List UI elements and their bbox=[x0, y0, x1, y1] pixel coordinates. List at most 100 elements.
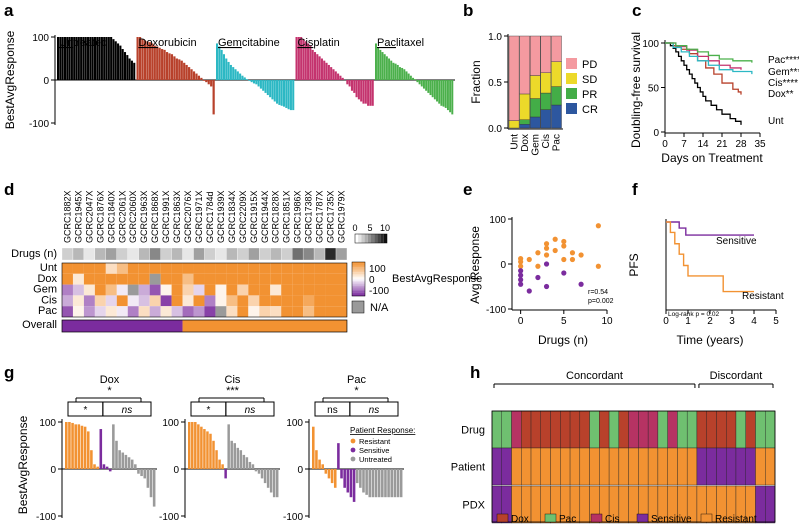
g-bar-untreated bbox=[134, 464, 137, 469]
g-y-axis-title: BestAvgResponse bbox=[16, 415, 30, 514]
d-heat-cell bbox=[193, 273, 205, 285]
a-bar-gemcitabine bbox=[225, 58, 228, 80]
d-heat-cell bbox=[292, 306, 304, 317]
d-heat-cell bbox=[248, 263, 260, 274]
d-column-label: GCRC1945X bbox=[73, 190, 83, 243]
a-bar-paclitaxel bbox=[433, 80, 436, 100]
a-bar-gemcitabine bbox=[276, 80, 279, 104]
e-x-tick-label: 10 bbox=[601, 316, 613, 327]
a-bar-cisplatin bbox=[369, 80, 372, 106]
d-heat-cell bbox=[160, 295, 172, 307]
d-column-label: GCRC1840X bbox=[106, 190, 116, 243]
a-bar-cisplatin bbox=[337, 73, 340, 80]
h-legend-swatch-sensitive bbox=[636, 513, 649, 523]
g-bar-resistant bbox=[221, 464, 224, 469]
a-bar-gemcitabine bbox=[218, 46, 221, 80]
g-bar-untreated bbox=[266, 469, 270, 488]
g-bar-sensitive bbox=[108, 469, 112, 472]
a-bar-cisplatin bbox=[313, 52, 317, 80]
d-heat-cell bbox=[94, 295, 106, 307]
a-bar-doxorubicin bbox=[178, 59, 181, 80]
a-bar-untreated bbox=[114, 41, 117, 80]
h-cell-drug bbox=[608, 410, 620, 449]
g-bar-untreated bbox=[254, 469, 258, 472]
b-bar-SD bbox=[508, 120, 520, 129]
a-bar-doxorubicin bbox=[207, 80, 210, 85]
a-bar-untreated bbox=[77, 37, 80, 80]
h-cell-drug bbox=[647, 410, 659, 449]
d-column-label: GCRC1787X bbox=[315, 190, 325, 243]
d-heat-cell bbox=[72, 284, 84, 296]
d-drugs-label: Drugs (n) bbox=[11, 248, 57, 260]
d-drugs-cell bbox=[237, 247, 249, 261]
d-column-label: GCRC2047X bbox=[84, 190, 94, 243]
d-heat-cell bbox=[204, 306, 216, 317]
d-heat-cell bbox=[226, 295, 238, 307]
d-drugs-cell bbox=[182, 247, 194, 261]
d-drugs-scale bbox=[371, 234, 375, 243]
h-cell-patient bbox=[657, 447, 668, 486]
d-heat-cell bbox=[138, 306, 150, 317]
d-drugs-scale bbox=[374, 234, 378, 243]
f-x-tick-label: 4 bbox=[751, 316, 757, 327]
g-bar-untreated bbox=[233, 443, 236, 469]
d-colorbar bbox=[352, 275, 365, 278]
d-drugs-cell bbox=[116, 247, 128, 261]
c-x-tick-label: 7 bbox=[681, 139, 687, 150]
g-bar-sensitive bbox=[224, 469, 227, 479]
g-bar-untreated bbox=[137, 469, 140, 474]
d-drugs-cell bbox=[94, 247, 106, 261]
h-cell-drug bbox=[716, 410, 727, 449]
e-point-resistant bbox=[569, 250, 576, 256]
e-y-tick-label: 100 bbox=[489, 215, 506, 226]
g-bar-resistant bbox=[86, 431, 90, 469]
a-bar-untreated bbox=[57, 37, 60, 80]
b-bar-PR bbox=[519, 119, 530, 125]
g-bar-untreated bbox=[263, 469, 267, 484]
d-heat-cell bbox=[237, 284, 249, 296]
d-drugs-cell bbox=[248, 247, 260, 261]
a-bar-gemcitabine bbox=[248, 80, 251, 81]
d-heat-cell bbox=[182, 284, 194, 296]
panel-label-h: h bbox=[470, 363, 480, 382]
c-y-tick-label: 0 bbox=[653, 128, 659, 139]
g-bar-sensitive bbox=[352, 469, 356, 502]
e-y-axis-title: Avg Response bbox=[468, 226, 482, 304]
c-x-axis-title: Days on Treatment bbox=[661, 151, 763, 165]
g-legend-marker-sensitive bbox=[350, 447, 356, 453]
d-heat-cell bbox=[281, 263, 293, 274]
a-bar-doxorubicin bbox=[197, 75, 201, 80]
b-legend-label-CR: CR bbox=[582, 104, 598, 116]
a-group-label-untreated: Untreated bbox=[59, 37, 107, 49]
h-legend-label-resistant: Resistant bbox=[715, 514, 757, 525]
d-heat-cell bbox=[149, 295, 161, 307]
a-bar-doxorubicin bbox=[161, 49, 164, 80]
g-legend-title: Patient Response: bbox=[350, 426, 415, 435]
h-row-label-pdx: PDX bbox=[462, 500, 485, 512]
g-bar-untreated bbox=[140, 469, 143, 477]
a-bar-paclitaxel bbox=[403, 69, 406, 80]
d-heat-cell bbox=[237, 306, 249, 317]
a-bar-doxorubicin bbox=[141, 39, 144, 80]
h-cell-drug bbox=[511, 410, 522, 449]
d-heat-cell bbox=[270, 284, 282, 296]
g-bar-untreated bbox=[387, 469, 390, 498]
a-bar-untreated bbox=[123, 52, 127, 80]
d-column-label: GCRC1991X bbox=[161, 190, 171, 243]
a-bar-cisplatin bbox=[302, 39, 305, 80]
a-bar-untreated bbox=[61, 37, 64, 80]
b-legend-swatch-CR bbox=[566, 103, 577, 114]
d-heat-cell bbox=[259, 295, 271, 307]
d-drugs-cell bbox=[226, 247, 238, 261]
panel-label-e: e bbox=[463, 180, 472, 199]
e-x-axis-title: Drugs (n) bbox=[538, 333, 588, 347]
h-cell-patient bbox=[686, 447, 698, 486]
a-bar-paclitaxel bbox=[414, 79, 417, 80]
d-colorbar-tick: 100 bbox=[369, 264, 386, 275]
c-y-axis-title: Doubling-free survival bbox=[629, 32, 643, 148]
d-column-label: GCRC1963X bbox=[139, 190, 149, 243]
d-heat-cell bbox=[303, 273, 315, 285]
h-cell-drug bbox=[501, 410, 512, 449]
d-column-label: GCRC1735X bbox=[326, 190, 336, 243]
d-heat-cell bbox=[204, 284, 216, 296]
